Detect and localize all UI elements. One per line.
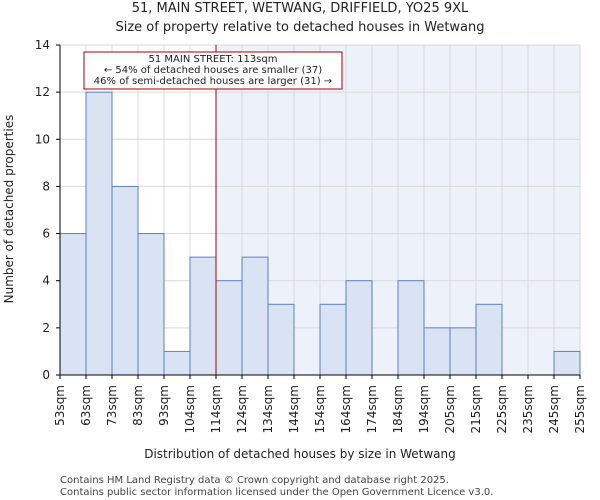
x-tick-label: 73sqm <box>105 385 119 426</box>
x-tick-label: 164sqm <box>339 385 353 433</box>
x-tick-label: 154sqm <box>313 385 327 433</box>
footer-line-1: Contains HM Land Registry data © Crown c… <box>60 475 449 486</box>
y-tick-label: 12 <box>35 85 50 99</box>
x-tick-label: 114sqm <box>209 385 223 433</box>
x-tick-label: 63sqm <box>79 385 93 426</box>
bar-164sqm <box>345 280 373 376</box>
bar-124sqm <box>241 256 269 376</box>
bar-215sqm <box>475 303 503 376</box>
x-tick-label: 53sqm <box>53 385 67 426</box>
x-tick-label: 245sqm <box>547 385 561 433</box>
bar-73sqm <box>111 185 139 376</box>
annotation-line-3: 46% of semi-detached houses are larger (… <box>94 76 332 87</box>
bar-154sqm <box>319 303 347 376</box>
bar-93sqm <box>163 350 191 376</box>
x-tick-label: 93sqm <box>157 385 171 426</box>
x-tick-label: 235sqm <box>521 385 535 433</box>
x-tick-label: 83sqm <box>131 385 145 426</box>
chart-subtitle: Size of property relative to detached ho… <box>115 20 484 35</box>
x-tick-label: 124sqm <box>235 385 249 433</box>
y-tick-label: 6 <box>42 227 50 241</box>
y-ticks: 0 2 4 6 8 10 12 14 <box>35 38 60 382</box>
annotation-line-2: ← 54% of detached houses are smaller (37… <box>104 65 322 76</box>
footer-line-2: Contains public sector information licen… <box>60 487 493 498</box>
bar-194sqm <box>423 327 451 376</box>
x-tick-label: 255sqm <box>573 385 587 433</box>
x-tick-label: 184sqm <box>391 385 405 433</box>
bar-53sqm <box>59 233 87 376</box>
x-tick-label: 194sqm <box>417 385 431 433</box>
y-tick-label: 4 <box>42 274 50 288</box>
bar-114sqm <box>215 280 243 376</box>
x-tick-label: 205sqm <box>443 385 457 433</box>
x-axis-label: Distribution of detached houses by size … <box>144 447 456 461</box>
bar-83sqm <box>137 233 165 376</box>
x-tick-label: 134sqm <box>261 385 275 433</box>
y-axis-label: Number of detached properties <box>2 115 16 304</box>
bar-184sqm <box>397 280 425 376</box>
x-tick-label: 174sqm <box>365 385 379 433</box>
chart-title: 51, MAIN STREET, WETWANG, DRIFFIELD, YO2… <box>132 1 469 16</box>
bars <box>59 91 581 376</box>
x-tick-label: 144sqm <box>287 385 301 433</box>
bar-134sqm <box>267 303 295 376</box>
y-tick-label: 8 <box>42 179 50 193</box>
x-tick-label: 104sqm <box>183 385 197 433</box>
x-tick-label: 225sqm <box>495 385 509 433</box>
bar-245sqm <box>553 350 581 376</box>
bar-104sqm <box>189 256 217 376</box>
bar-63sqm <box>85 91 113 376</box>
annotation-line-1: 51 MAIN STREET: 113sqm <box>149 54 278 65</box>
y-tick-label: 2 <box>42 321 50 335</box>
y-tick-label: 0 <box>42 368 50 382</box>
x-tick-label: 215sqm <box>469 385 483 433</box>
x-ticks: 53sqm 63sqm 73sqm 83sqm 93sqm 104sqm 114sqm 124… <box>53 375 587 433</box>
annotation-box: 51 MAIN STREET: 113sqm ← 54% of detached… <box>83 51 343 90</box>
y-tick-label: 14 <box>35 38 50 52</box>
y-tick-label: 10 <box>35 132 50 146</box>
bar-205sqm <box>449 327 477 376</box>
